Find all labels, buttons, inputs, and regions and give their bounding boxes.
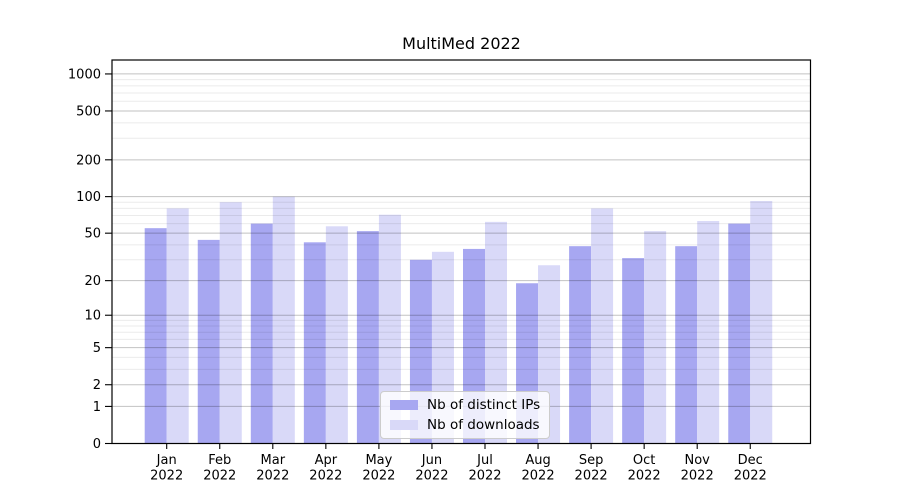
bar-distinct-ips-mar [250, 223, 273, 444]
bar-distinct-ips-apr [303, 242, 326, 444]
bar-downloads-sep [591, 208, 614, 444]
legend-item-downloads: Nb of downloads [390, 417, 540, 433]
bar-distinct-ips-dec [728, 223, 751, 444]
bar-downloads-jan [166, 208, 189, 444]
y-tick-label-200: 200 [76, 153, 101, 168]
legend: Nb of distinct IPs Nb of downloads [380, 391, 551, 439]
y-tick-label-5: 5 [93, 341, 101, 356]
x-tick-label-oct: Oct 2022 [628, 453, 661, 484]
x-tick-label-sep: Sep 2022 [575, 453, 608, 484]
bar-distinct-ips-oct [622, 258, 645, 444]
bar-downloads-dec [750, 201, 773, 444]
y-tick-label-1000: 1000 [68, 67, 101, 82]
x-tick-label-may: May 2022 [362, 453, 395, 484]
y-tick-label-500: 500 [76, 104, 101, 119]
x-tick-label-jun: Jun 2022 [415, 453, 448, 484]
bar-downloads-may [378, 214, 401, 444]
x-tick-label-feb: Feb 2022 [203, 453, 236, 484]
y-tick-label-50: 50 [84, 227, 101, 242]
y-tick-label-10: 10 [84, 309, 101, 324]
legend-item-distinct-ips: Nb of distinct IPs [390, 397, 540, 413]
bar-downloads-jul [485, 221, 507, 444]
x-tick-label-apr: Apr 2022 [309, 453, 342, 484]
bar-distinct-ips-jan [144, 228, 167, 444]
legend-label-downloads: Nb of downloads [427, 417, 540, 433]
legend-swatch-downloads [390, 420, 418, 430]
bar-downloads-feb [219, 202, 242, 444]
y-tick-label-2: 2 [93, 378, 101, 393]
y-tick-label-100: 100 [76, 190, 101, 205]
plot-border [111, 59, 812, 445]
bar-distinct-ips-sep [569, 246, 592, 444]
bar-distinct-ips-nov [675, 246, 698, 444]
x-tick-label-nov: Nov 2022 [681, 453, 714, 484]
bar-downloads-nov [697, 221, 720, 444]
legend-swatch-distinct-ips [390, 400, 418, 410]
x-tick-label-mar: Mar 2022 [256, 453, 289, 484]
y-tick-label-20: 20 [84, 274, 101, 289]
x-tick-label-jul: Jul 2022 [468, 453, 501, 484]
y-tick-label-1: 1 [93, 400, 101, 415]
bar-distinct-ips-may [356, 231, 379, 444]
x-tick-label-jan: Jan 2022 [150, 453, 183, 484]
legend-label-distinct-ips: Nb of distinct IPs [427, 397, 541, 413]
chart-title: MultiMed 2022 [402, 34, 521, 53]
bar-downloads-apr [325, 226, 348, 444]
bar-downloads-oct [644, 231, 667, 444]
bar-downloads-mar [272, 196, 295, 444]
y-tick-label-0: 0 [93, 437, 101, 452]
x-tick-label-aug: Aug 2022 [522, 453, 555, 484]
x-tick-label-dec: Dec 2022 [734, 453, 767, 484]
bar-distinct-ips-feb [197, 239, 220, 444]
